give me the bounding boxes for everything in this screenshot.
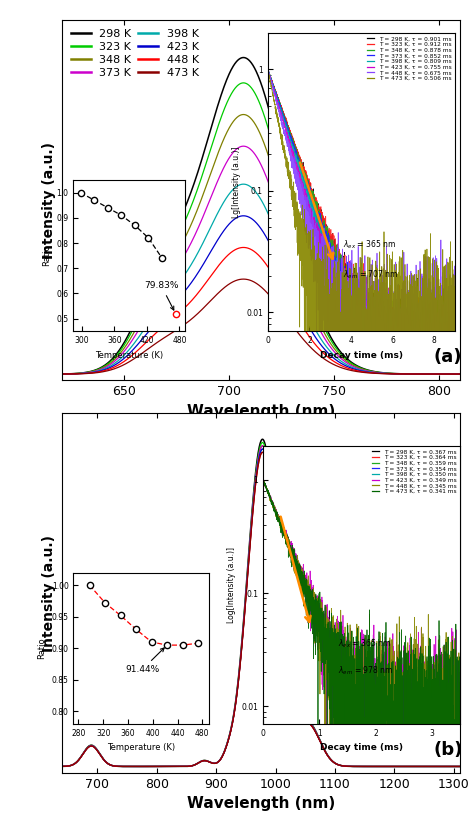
Legend: T = 298 K, τ = 0.901 ms, T = 323 K, τ = 0.912 ms, T = 348 K, τ = 0.878 ms, T = 3: T = 298 K, τ = 0.901 ms, T = 323 K, τ = … [366, 36, 452, 82]
Y-axis label: Intensity (a.u.): Intensity (a.u.) [42, 142, 56, 259]
Text: $\lambda_{em}$ = 978 nm: $\lambda_{em}$ = 978 nm [338, 665, 393, 677]
Text: $\lambda_{ex}$ = 365 nm: $\lambda_{ex}$ = 365 nm [338, 637, 391, 649]
Y-axis label: Intensity (a.u.): Intensity (a.u.) [42, 534, 56, 652]
Y-axis label: Log[Intensity (a.u.)]: Log[Intensity (a.u.)] [227, 547, 236, 622]
Text: (a): (a) [434, 348, 463, 366]
X-axis label: Wavelength (nm): Wavelength (nm) [187, 404, 335, 419]
Y-axis label: Ratio: Ratio [37, 637, 46, 659]
X-axis label: Wavelength (nm): Wavelength (nm) [187, 797, 335, 811]
Legend: T = 298 K, τ = 0.367 ms, T = 323 K, τ = 0.364 ms, T = 348 K, τ = 0.359 ms, T = 3: T = 298 K, τ = 0.367 ms, T = 323 K, τ = … [371, 449, 457, 495]
X-axis label: Temperature (K): Temperature (K) [95, 351, 163, 360]
X-axis label: Decay time (ms): Decay time (ms) [320, 744, 403, 753]
Y-axis label: Ratio: Ratio [42, 245, 51, 267]
Legend: 298 K, 323 K, 348 K, 373 K, 398 K, 423 K, 448 K, 473 K: 298 K, 323 K, 348 K, 373 K, 398 K, 423 K… [71, 618, 209, 676]
X-axis label: Decay time (ms): Decay time (ms) [320, 351, 403, 360]
Text: (b): (b) [434, 741, 463, 759]
Text: 91.44%: 91.44% [125, 648, 164, 674]
Text: 79.83%: 79.83% [144, 281, 179, 310]
Legend: 298 K, 323 K, 348 K, 373 K, 398 K, 423 K, 448 K, 473 K: 298 K, 323 K, 348 K, 373 K, 398 K, 423 K… [67, 26, 202, 81]
Text: $\lambda_{em}$ = 707 nm: $\lambda_{em}$ = 707 nm [343, 268, 398, 281]
X-axis label: Temperature (K): Temperature (K) [107, 744, 175, 753]
Text: $\lambda_{ex}$ = 365 nm: $\lambda_{ex}$ = 365 nm [343, 239, 396, 251]
Y-axis label: Lg[Intensity (a.u.)]: Lg[Intensity (a.u.)] [231, 146, 240, 218]
